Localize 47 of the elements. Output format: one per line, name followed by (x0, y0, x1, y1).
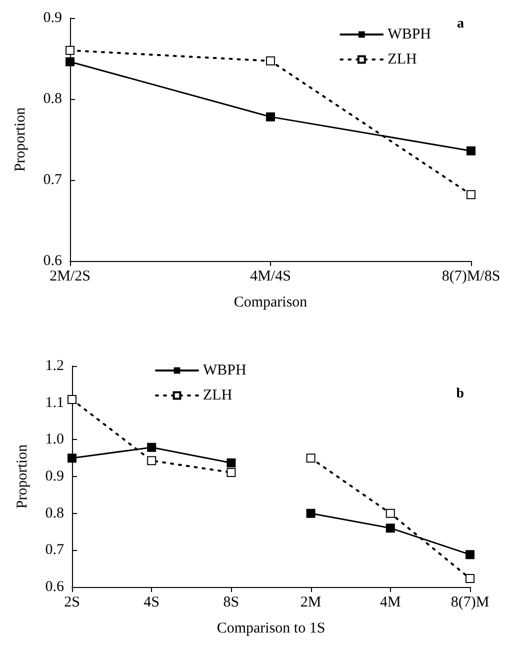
x-axis-title: Comparison to 1S (216, 620, 326, 636)
x-tick-label: 4M (380, 594, 401, 610)
point (68, 454, 76, 463)
x-tick-label: 8S (223, 594, 240, 610)
x-tick-label: 4S (144, 594, 160, 610)
y-tick-label: 1.2 (45, 358, 64, 374)
x-axis-title: Comparison (234, 294, 308, 310)
text: b (456, 386, 464, 402)
y-tick-label: 0.9 (43, 10, 62, 26)
legend-label: ZLH (388, 52, 417, 68)
legend-label: WBPH (388, 26, 432, 42)
point (147, 442, 156, 452)
y-tick-label: 0.7 (45, 542, 64, 558)
point (306, 508, 316, 518)
x-tick-label: 2M (300, 594, 322, 610)
y-tick-label: 1.0 (45, 432, 64, 448)
point (386, 524, 395, 533)
y-tick-label: 0.6 (43, 253, 62, 269)
point (226, 468, 236, 477)
point (147, 456, 156, 466)
legend-label: WBPH (203, 362, 247, 378)
legend-label: ZLH (203, 388, 232, 404)
point (66, 46, 74, 55)
y-tick-label: 0.6 (45, 579, 64, 595)
point (68, 395, 76, 404)
point (66, 57, 74, 66)
y-axis-title: Proportion (14, 444, 30, 509)
chart-title: a (457, 16, 464, 32)
y-tick-label: 1.1 (45, 394, 64, 411)
point (266, 112, 275, 122)
x-tick-label: 2M/2S (50, 268, 90, 284)
y-tick-label: 0.7 (43, 172, 62, 188)
point (386, 508, 395, 518)
point (466, 146, 476, 156)
y-tick-label: 0.8 (43, 91, 62, 107)
point (306, 454, 316, 463)
point (226, 458, 236, 468)
x-tick-label: 8(7)M (450, 594, 490, 610)
x-tick-label: 4M/4S (250, 268, 291, 284)
point (466, 550, 474, 560)
point (466, 190, 476, 200)
x-tick-label: 8(7)M/8S (442, 268, 500, 284)
y-axis-title: Proportion (12, 106, 28, 172)
x-tick-label: 2S (64, 594, 80, 610)
y-tick-label: 0.9 (45, 468, 64, 484)
point (266, 56, 275, 66)
y-tick-label: 0.8 (45, 505, 64, 522)
